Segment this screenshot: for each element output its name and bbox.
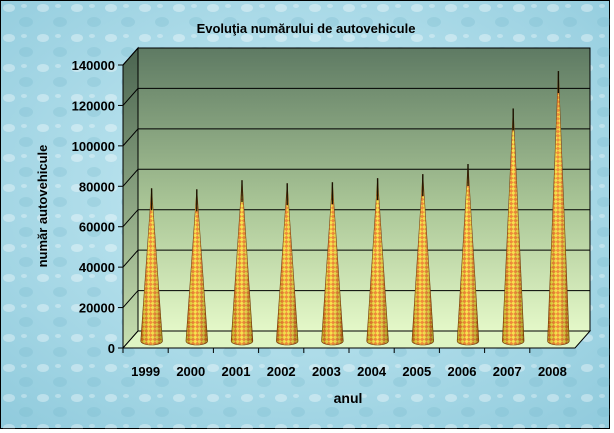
bar-series bbox=[140, 71, 570, 346]
x-tick-label: 2006 bbox=[448, 364, 477, 379]
y-axis-label: număr autovehicule bbox=[35, 145, 50, 268]
gridline bbox=[122, 87, 590, 106]
y-tick-label: 60000 bbox=[79, 220, 115, 235]
bar bbox=[502, 108, 525, 346]
bar-shading bbox=[321, 182, 344, 345]
x-tick-label: 2008 bbox=[538, 364, 567, 379]
gridlines bbox=[122, 47, 590, 308]
bar-shading bbox=[411, 174, 434, 345]
x-tick-label: 2007 bbox=[493, 364, 522, 379]
x-tick-label: 2000 bbox=[176, 364, 205, 379]
plot-back-wall bbox=[137, 47, 591, 332]
y-tick-label: 80000 bbox=[79, 179, 115, 194]
y-tick-labels: 0 20000 40000 60000 80000 100000 120000 140000 bbox=[72, 58, 123, 356]
y-tick-label: 20000 bbox=[79, 301, 115, 316]
bar bbox=[547, 71, 570, 346]
bar bbox=[140, 188, 163, 346]
y-tick-label: 40000 bbox=[79, 260, 115, 275]
bar bbox=[276, 183, 299, 346]
bar-shading bbox=[140, 188, 163, 345]
gridline bbox=[122, 249, 590, 268]
bar bbox=[321, 182, 344, 346]
x-tick-label: 2001 bbox=[222, 364, 251, 379]
x-axis: 1999 2000 2001 2002 2003 2004 2005 2006 2007 2008 bbox=[122, 347, 575, 379]
bar-shading bbox=[502, 108, 525, 345]
x-tick-label: 2005 bbox=[402, 364, 431, 379]
bar bbox=[456, 164, 480, 346]
bar-shading bbox=[185, 189, 208, 345]
bar bbox=[411, 174, 434, 346]
y-axis: 0 20000 40000 60000 80000 100000 120000 140000 bbox=[72, 58, 124, 356]
y-tick-label: 100000 bbox=[72, 139, 115, 154]
y-tick-label: 0 bbox=[108, 341, 115, 356]
x-tick-label: 2003 bbox=[312, 364, 341, 379]
y-tick-label: 140000 bbox=[72, 58, 115, 73]
chart-title: Evoluţia numărului de autovehicule bbox=[197, 21, 416, 36]
bar-shading bbox=[231, 180, 253, 345]
bar bbox=[185, 189, 208, 346]
gridline bbox=[122, 168, 590, 187]
x-axis-label: anul bbox=[334, 390, 363, 406]
bar-shading bbox=[366, 178, 389, 345]
bar-shading bbox=[457, 164, 479, 345]
x-tick-labels: 1999 2000 2001 2002 2003 2004 2005 2006 2007 2008 bbox=[122, 348, 567, 379]
bar bbox=[230, 180, 254, 346]
gridline bbox=[122, 128, 590, 147]
x-tick-label: 2004 bbox=[357, 364, 387, 379]
bar-shading bbox=[547, 71, 570, 346]
x-tick-label: 2002 bbox=[267, 364, 296, 379]
gridline bbox=[122, 47, 590, 66]
gridline bbox=[122, 209, 590, 228]
gridline bbox=[122, 290, 590, 308]
bar bbox=[366, 178, 389, 346]
plot-side-wall bbox=[122, 46, 139, 350]
x-tick-label: 1999 bbox=[131, 364, 160, 379]
bar-shading bbox=[276, 183, 299, 345]
y-tick-label: 120000 bbox=[72, 98, 115, 113]
